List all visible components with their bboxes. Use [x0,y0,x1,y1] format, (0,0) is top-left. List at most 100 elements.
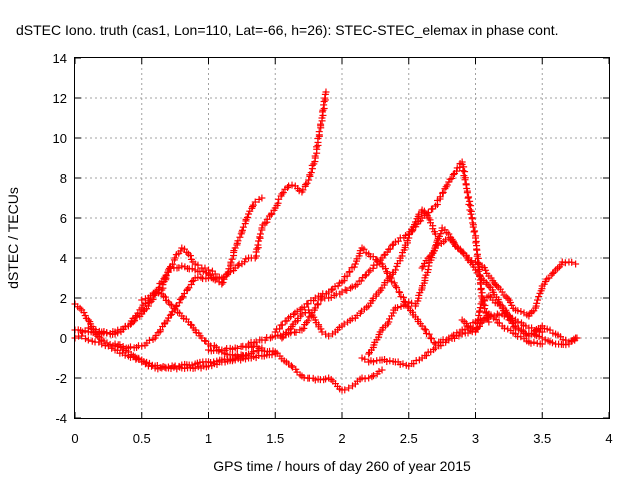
data-point-interp [535,293,543,301]
data-point [485,282,493,290]
data-point-interp [209,275,217,283]
data-point [245,350,253,358]
data-point-interp [476,304,484,312]
data-point-interp [530,338,538,346]
data-point-interp [504,325,512,333]
y-tick-label: 12 [53,91,67,106]
data-point-interp [422,326,430,334]
data-point-interp [76,304,84,312]
data-point-interp [161,293,169,301]
data-point [158,364,166,372]
data-point-interp [194,261,202,269]
data-point-interp [350,263,358,271]
data-point-interp [436,193,444,201]
data-point-interp [300,324,308,332]
x-tick-label: 0 [71,431,78,446]
data-point-interp [307,169,315,177]
data-point [378,366,386,374]
data-point [485,318,493,326]
data-point-interp [183,285,191,293]
data-point-interp [238,226,246,234]
data-point-interp [237,230,245,238]
data-point [565,338,573,346]
y-tick-label: 2 [60,291,67,306]
data-point-interp [92,326,100,334]
data-point-interp [226,268,234,276]
data-point-interp [319,106,327,114]
data-point-interp [210,358,218,366]
data-point-interp [347,284,355,292]
data-point-interp [155,289,163,297]
data-point-interp [252,338,260,346]
data-point-interp [132,313,140,321]
y-tick-label: 10 [53,131,67,146]
data-point-interp [470,263,478,271]
data-point-interp [386,245,394,253]
data-point-interp [234,237,242,245]
data-point-interp [502,310,510,318]
data-point-interp [227,258,235,266]
data-point-interp [473,246,481,254]
y-tick-label: 8 [60,171,67,186]
data-point-interp [383,358,391,366]
y-tick-label: 6 [60,211,67,226]
data-point [558,258,566,266]
x-tick-label: 0.5 [133,431,151,446]
data-point-interp [395,288,403,296]
data-point [258,224,266,232]
data-point-interp [360,245,368,253]
data-point-interp [175,299,183,307]
data-point-interp [468,257,476,265]
data-point-interp [121,323,129,331]
data-point-interp [317,325,325,333]
data-point-interp [510,323,518,331]
data-point-interp [162,272,170,280]
y-axis-label: dSTEC / TECUs [5,187,21,289]
data-point-interp [527,339,535,347]
data-point-interp [561,259,569,267]
data-point [218,280,226,288]
data-point-interp [163,317,171,325]
y-tick-label: -2 [55,371,67,386]
data-point-interp [213,357,221,365]
data-point [431,244,439,252]
data-point-interp [197,273,205,281]
data-point [111,340,119,348]
data-point-interp [393,284,401,292]
data-point-interp [449,171,457,179]
y-tick-label: 14 [53,51,67,66]
data-point-interp [148,362,156,370]
data-point-interp [248,343,256,351]
data-point-interp [426,252,434,260]
data-point [251,198,259,206]
data-point [538,328,546,336]
data-point-interp [234,262,242,270]
data-point [345,384,353,392]
data-point-interp [428,335,436,343]
data-point-interp [290,311,298,319]
data-point-interp [340,277,348,285]
data-point-interp [461,176,469,184]
data-point [151,288,159,296]
data-point-interp [228,255,236,263]
data-point-interp [243,213,251,221]
data-point-interp [188,361,196,369]
data-point-interp [103,339,111,347]
data-point-interp [467,202,475,210]
data-point-interp [465,200,473,208]
data-point-interp [380,251,388,259]
data-point-interp [183,248,191,256]
data-point-interp [381,265,389,273]
data-point-interp [399,293,407,301]
data-point-interp [268,333,276,341]
data-point [178,262,186,270]
data-point [573,334,581,342]
data-point [231,244,239,252]
data-point-interp [287,362,295,370]
x-tick-label: 2.5 [400,431,418,446]
data-point-interp [253,245,261,253]
data-point-interp [388,312,396,320]
data-point-interp [484,311,492,319]
data-point [298,310,306,318]
data-point [171,254,179,262]
